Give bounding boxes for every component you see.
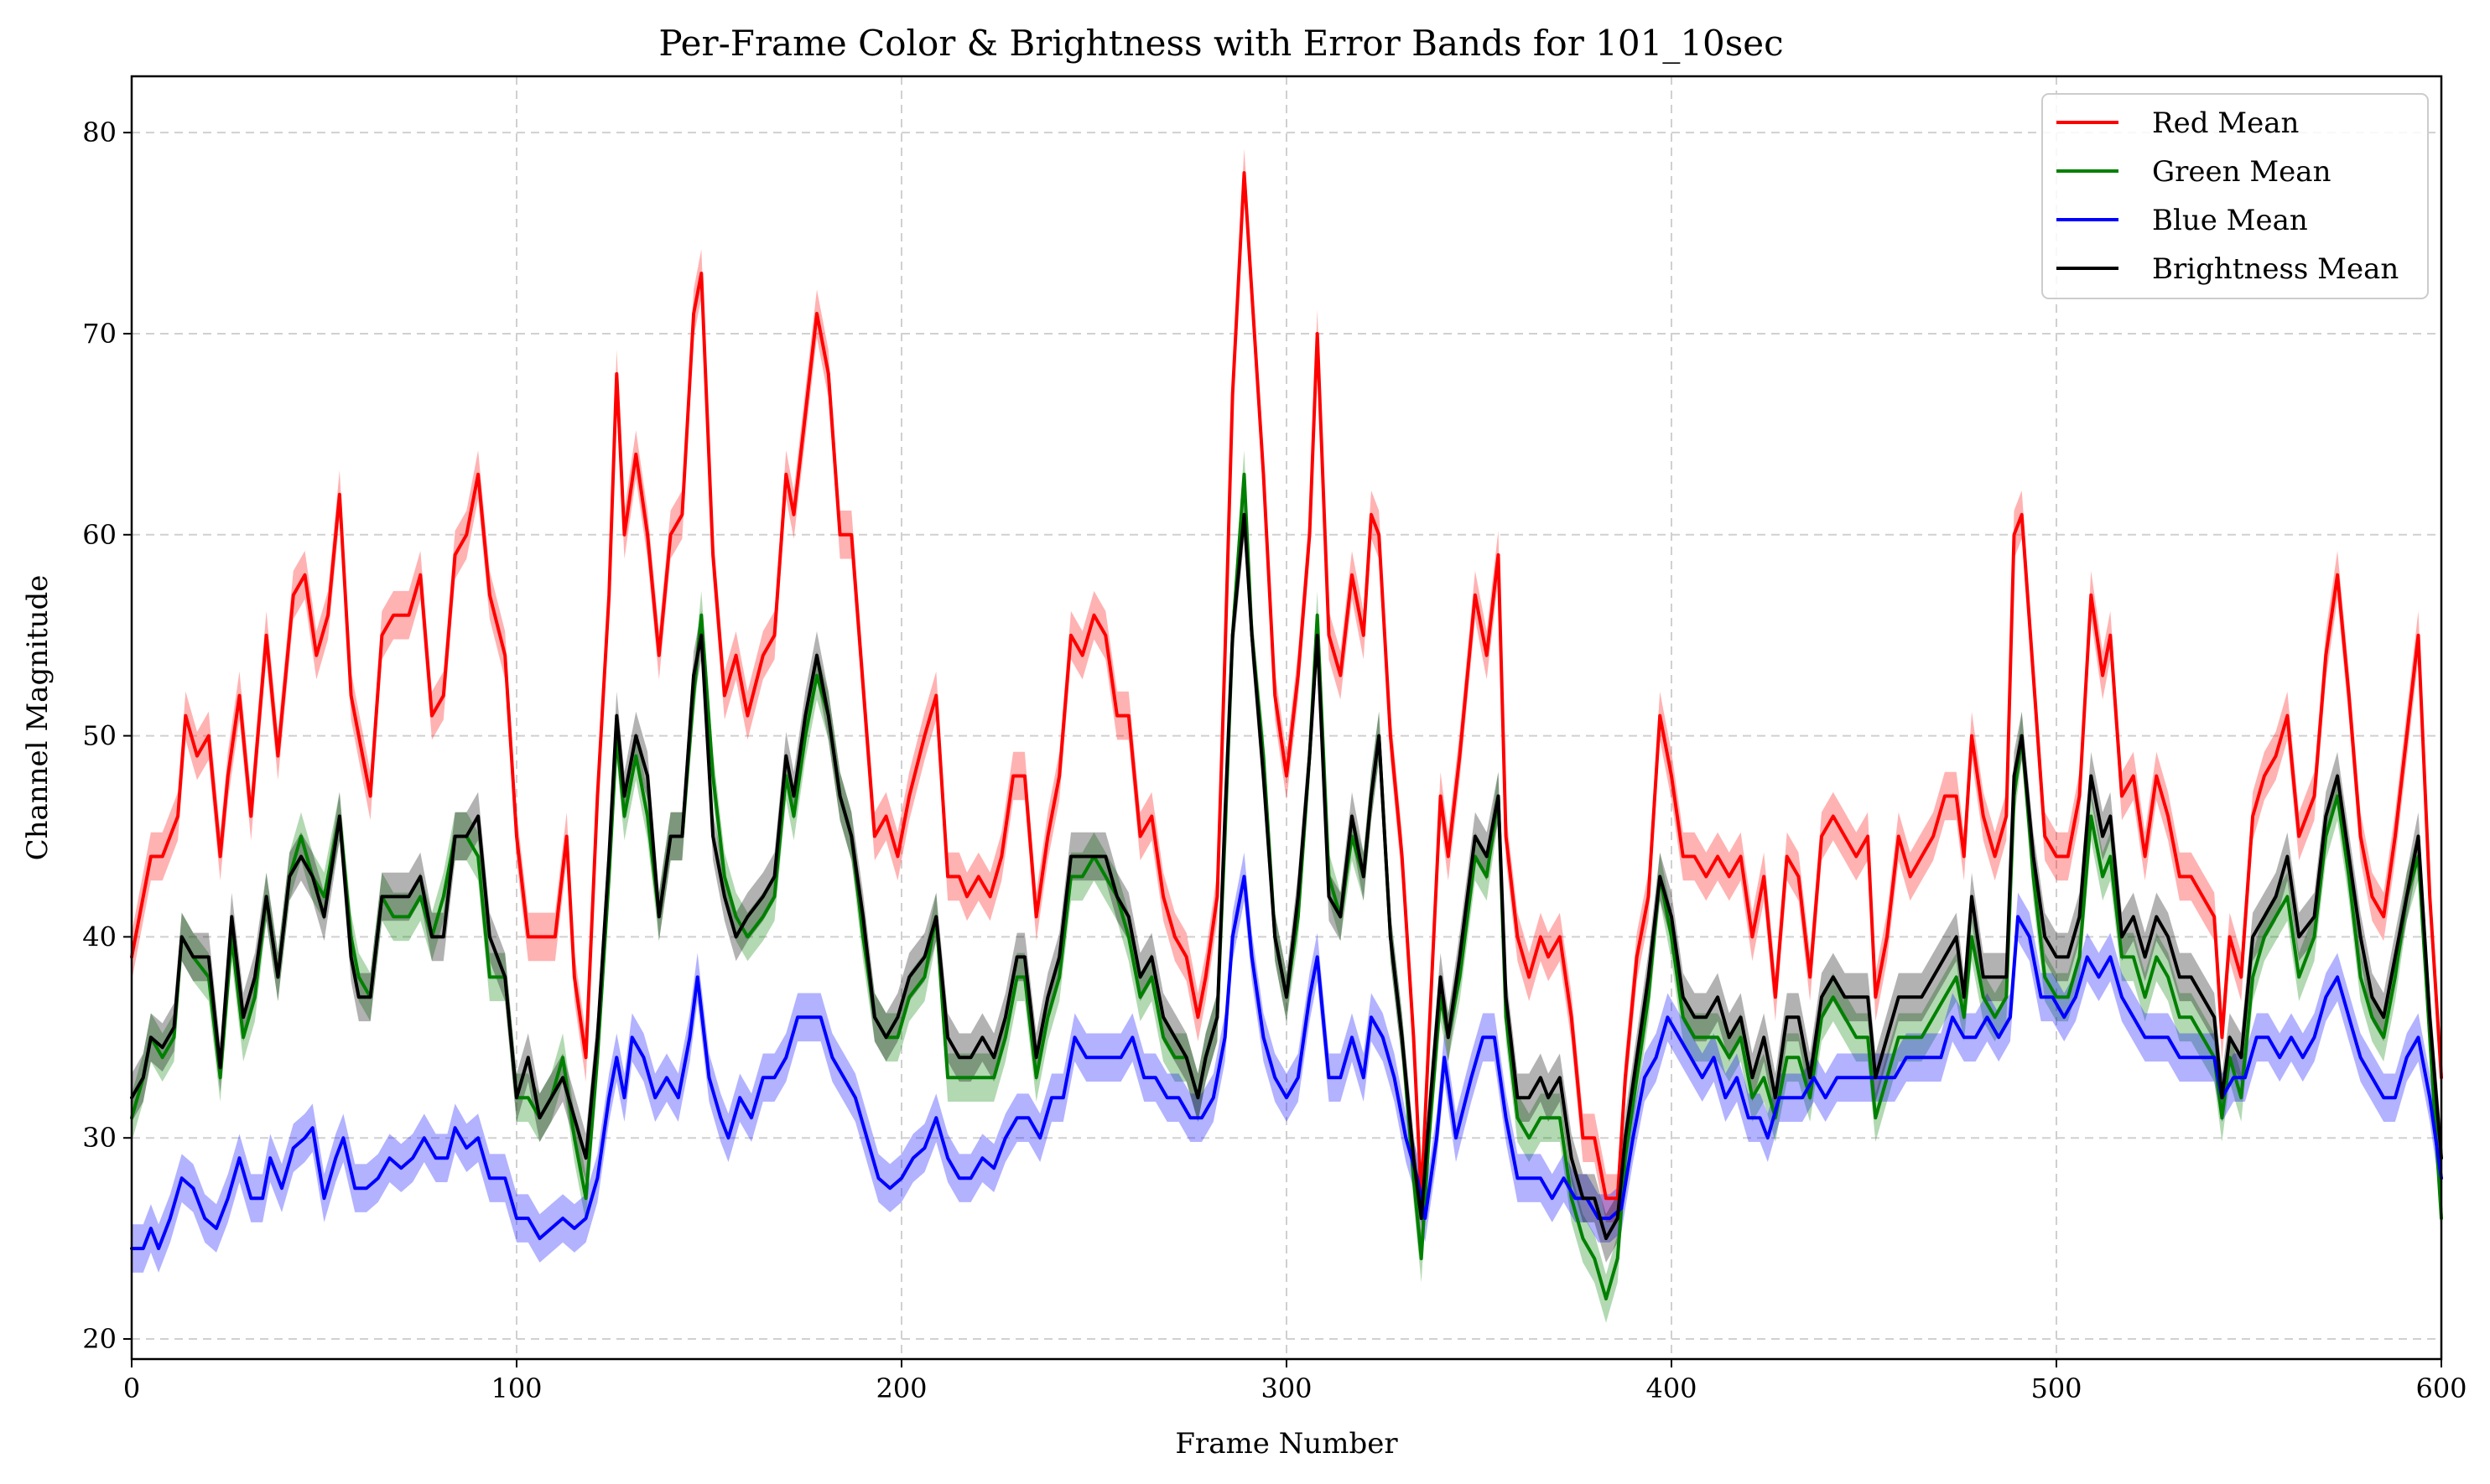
grid <box>132 76 2441 1359</box>
legend: Red Mean Green Mean Blue Mean Brightness Me… <box>2041 93 2429 299</box>
x-axis-label: Frame Number <box>1175 1427 1398 1461</box>
legend-entry-label: Red Mean <box>2152 106 2299 140</box>
x-tick-label: 200 <box>876 1372 927 1404</box>
series-line-red-mean <box>130 171 2443 1201</box>
y-tick-label: 70 <box>82 318 117 350</box>
y-axis-label: Channel Magnitude <box>21 575 55 861</box>
legend-entry-label: Green Mean <box>2152 155 2331 189</box>
x-tick-label: 400 <box>1645 1372 1697 1404</box>
series-lines <box>130 171 2443 1301</box>
legend-entry-label: Blue Mean <box>2152 204 2308 237</box>
series-line-blue-mean <box>130 874 2443 1251</box>
y-tick-label: 30 <box>82 1122 117 1154</box>
x-tick-label: 0 <box>123 1372 140 1404</box>
x-tick-label: 600 <box>2415 1372 2467 1404</box>
x-tick-label: 300 <box>1261 1372 1312 1404</box>
x-tick-label: 500 <box>2030 1372 2082 1404</box>
legend-box <box>2041 93 2429 299</box>
chart-title: Per-Frame Color & Brightness with Error … <box>658 23 1783 64</box>
y-tick-label: 20 <box>82 1323 117 1355</box>
y-tick-label: 80 <box>82 117 117 148</box>
y-tick-label: 50 <box>82 720 117 752</box>
legend-entry-label: Brightness Mean <box>2152 252 2399 286</box>
axis-ticks: 0 100 200 300 400 500 600 20 30 40 50 60 70 80 <box>82 117 2467 1404</box>
series-line-brightness-mean <box>130 512 2443 1241</box>
y-tick-label: 40 <box>82 921 117 952</box>
x-tick-label: 100 <box>491 1372 542 1404</box>
y-tick-label: 60 <box>82 519 117 551</box>
